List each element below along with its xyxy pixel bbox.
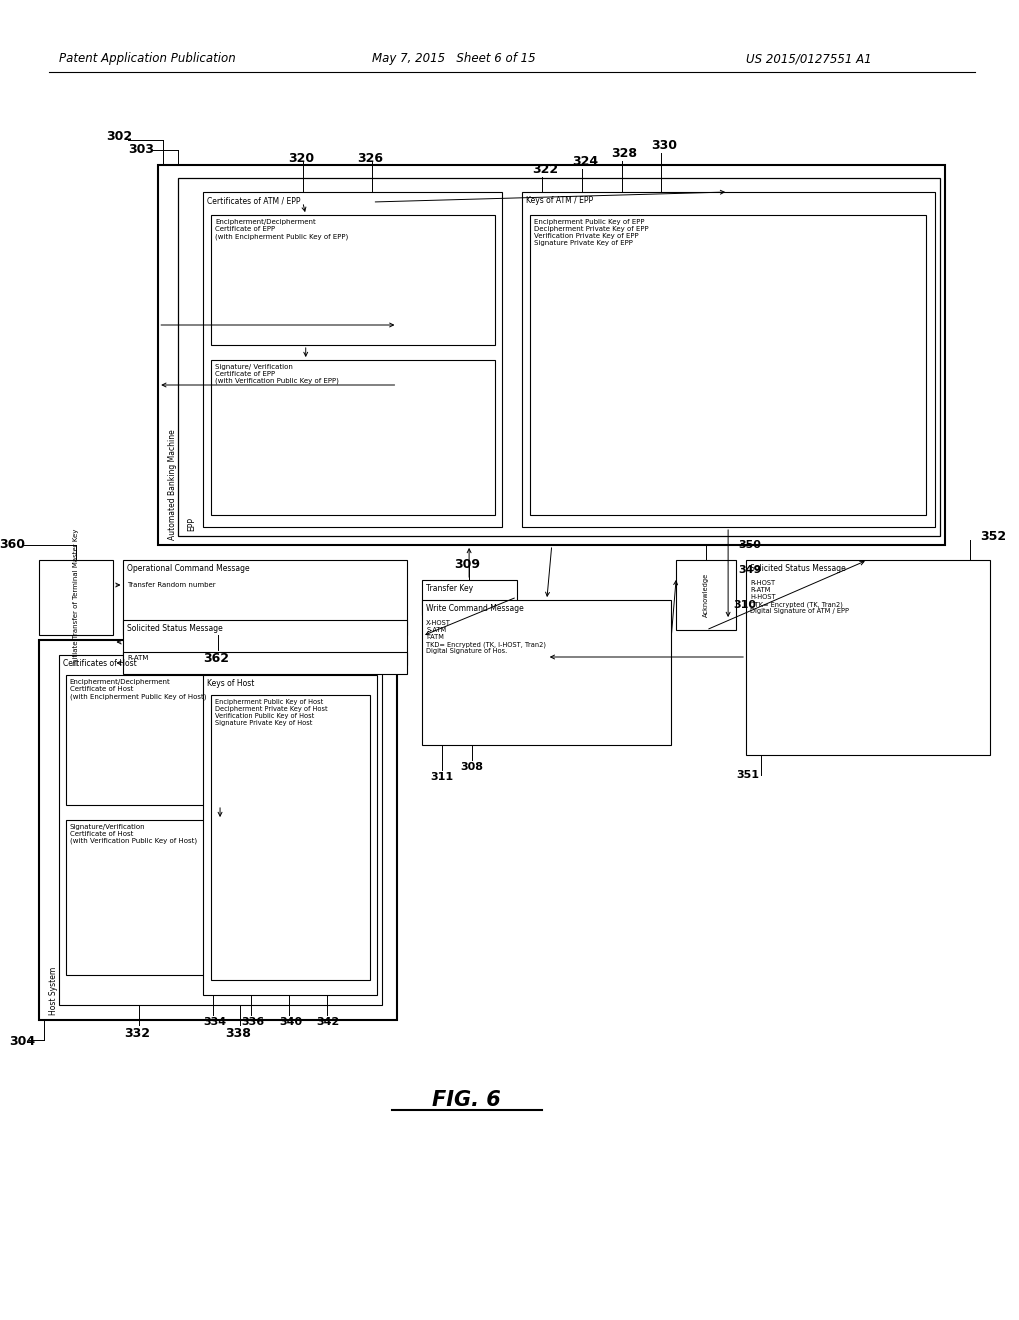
Text: Encipherment Public Key of Host
Decipherment Private Key of Host
Verification Pu: Encipherment Public Key of Host Decipher… <box>215 700 327 726</box>
Text: Encipherment Public Key of EPP
Decipherment Private Key of EPP
Verification Priv: Encipherment Public Key of EPP Decipherm… <box>533 219 648 246</box>
Text: 320: 320 <box>287 152 314 165</box>
Text: 362: 362 <box>203 652 229 665</box>
Text: 338: 338 <box>225 1027 251 1040</box>
Text: Transfer Random number: Transfer Random number <box>127 582 216 587</box>
Text: Initiate Transfer of Terminal Master Key: Initiate Transfer of Terminal Master Key <box>72 529 78 665</box>
Text: Signature/Verification
Certificate of Host
(with Verification Public Key of Host: Signature/Verification Certificate of Ho… <box>69 824 197 845</box>
Text: 309: 309 <box>453 558 480 572</box>
Bar <box>211 215 494 345</box>
Bar <box>178 178 940 536</box>
Text: Automated Banking Machine: Automated Banking Machine <box>168 429 177 540</box>
Text: Encipherment/Decipherment
Certificate of EPP
(with Encipherment Public Key of EP: Encipherment/Decipherment Certificate of… <box>215 219 347 239</box>
Text: Keys of Host: Keys of Host <box>207 678 254 688</box>
Bar <box>529 215 925 515</box>
Text: Solicited Status Message: Solicited Status Message <box>749 564 845 573</box>
Text: May 7, 2015   Sheet 6 of 15: May 7, 2015 Sheet 6 of 15 <box>372 51 536 65</box>
Text: Host System: Host System <box>49 966 58 1015</box>
Bar <box>59 655 382 1005</box>
Text: Certificates of ATM / EPP: Certificates of ATM / EPP <box>207 195 301 205</box>
Bar <box>123 652 407 675</box>
Text: 334: 334 <box>203 1016 226 1027</box>
Text: R-HOST
R-ATM
H-HOST
CTK= Encrypted (TK, Tran2)
Digital Signature of ATM / EPP: R-HOST R-ATM H-HOST CTK= Encrypted (TK, … <box>749 579 848 615</box>
Text: 308: 308 <box>460 762 483 772</box>
Bar <box>203 675 377 995</box>
Text: 330: 330 <box>651 139 677 152</box>
Bar <box>745 560 989 755</box>
Text: Operational Command Message: Operational Command Message <box>127 564 250 573</box>
Text: 304: 304 <box>9 1035 35 1048</box>
Text: Acknowledge: Acknowledge <box>702 573 708 618</box>
Text: 332: 332 <box>124 1027 150 1040</box>
Text: X-HOST
S-ATM
I-ATM
TKD= Encrypted (TK, I-HOST, Tran2)
Digital Signature of Hos.: X-HOST S-ATM I-ATM TKD= Encrypted (TK, I… <box>426 620 546 655</box>
Text: US 2015/0127551 A1: US 2015/0127551 A1 <box>745 51 871 65</box>
Bar <box>522 191 934 527</box>
Text: 303: 303 <box>128 143 154 156</box>
Text: EPP: EPP <box>187 517 196 531</box>
Bar <box>39 560 113 635</box>
Bar <box>158 165 945 545</box>
Bar <box>65 675 374 805</box>
Text: FIG. 6: FIG. 6 <box>432 1090 500 1110</box>
Bar <box>676 560 736 630</box>
Text: 336: 336 <box>240 1016 264 1027</box>
Bar <box>123 560 407 635</box>
Text: Keys of ATM / EPP: Keys of ATM / EPP <box>526 195 592 205</box>
Text: Patent Application Publication: Patent Application Publication <box>59 51 235 65</box>
Text: 324: 324 <box>571 154 597 168</box>
Text: 351: 351 <box>736 770 758 780</box>
Bar <box>203 191 501 527</box>
Text: 350: 350 <box>738 540 760 550</box>
Text: Certificates of Host: Certificates of Host <box>62 659 137 668</box>
Text: 310: 310 <box>733 601 755 610</box>
Text: Solicited Status Message: Solicited Status Message <box>127 624 223 634</box>
Text: 340: 340 <box>278 1016 302 1027</box>
Bar <box>39 640 397 1020</box>
Text: Signature/ Verification
Certificate of EPP
(with Verification Public Key of EPP): Signature/ Verification Certificate of E… <box>215 364 338 384</box>
Text: 322: 322 <box>531 162 557 176</box>
Text: R-ATM: R-ATM <box>127 655 149 661</box>
Bar <box>422 601 671 744</box>
Bar <box>65 820 374 975</box>
Text: 342: 342 <box>316 1016 339 1027</box>
Bar <box>422 579 517 615</box>
Text: 360: 360 <box>0 539 24 550</box>
Bar <box>211 360 494 515</box>
Text: 311: 311 <box>430 772 452 781</box>
Text: 349: 349 <box>738 565 761 576</box>
Text: Encipherment/Decipherment
Certificate of Host
(with Encipherment Public Key of H: Encipherment/Decipherment Certificate of… <box>69 678 206 700</box>
Bar <box>211 696 370 979</box>
Bar <box>123 620 407 665</box>
Text: 326: 326 <box>358 152 383 165</box>
Text: 352: 352 <box>979 531 1006 543</box>
Text: Write Command Message: Write Command Message <box>426 605 524 612</box>
Text: Transfer Key: Transfer Key <box>426 583 473 593</box>
Text: 328: 328 <box>611 147 637 160</box>
Text: 302: 302 <box>106 129 132 143</box>
